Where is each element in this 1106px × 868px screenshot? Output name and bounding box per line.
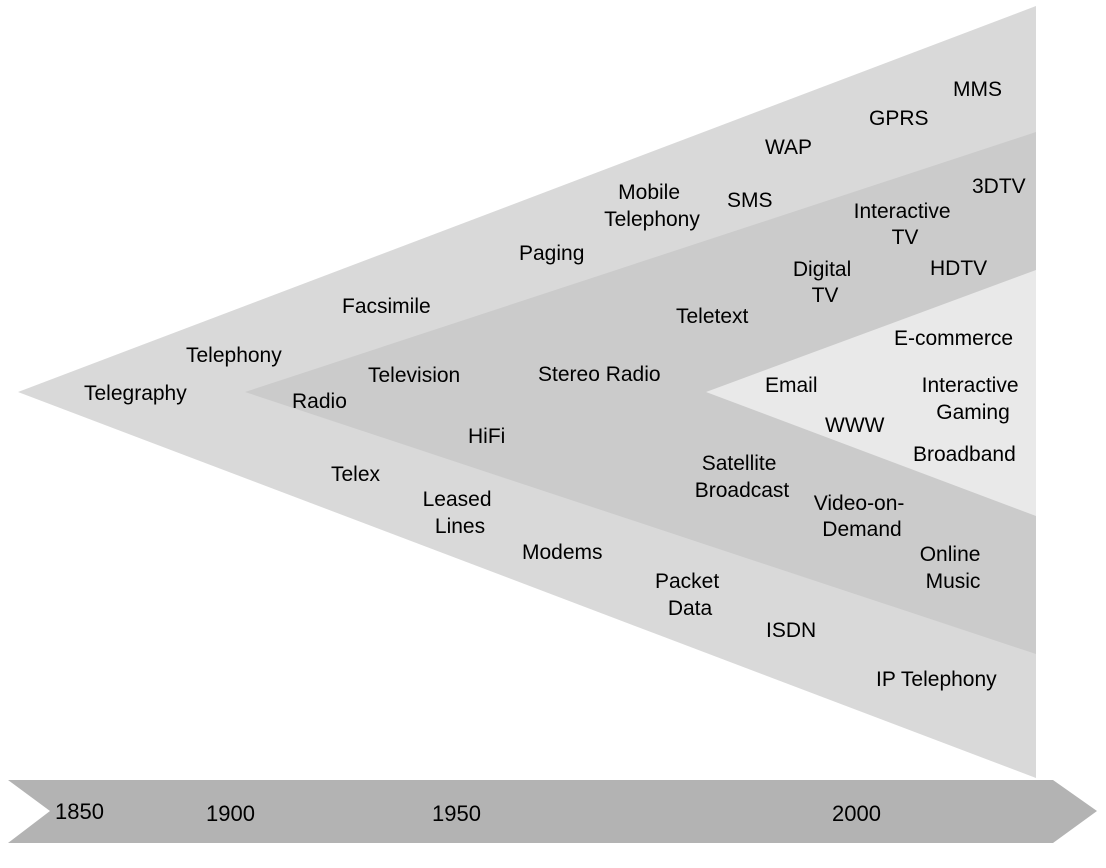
label-telephony: Telephony xyxy=(186,344,282,367)
label-gprs: GPRS xyxy=(869,107,929,130)
label-interactive-gaming: Interactive Gaming xyxy=(922,374,1025,424)
label-hifi: HiFi xyxy=(468,425,505,448)
label-packet-data: Packet Data xyxy=(655,570,725,620)
label-isdn: ISDN xyxy=(766,619,816,642)
label-satellite-broadcast: Satellite Broadcast xyxy=(695,452,790,502)
label-ip-telephony: IP Telephony xyxy=(876,668,997,691)
label-teletext: Teletext xyxy=(676,305,749,328)
label-telegraphy: Telegraphy xyxy=(84,382,187,405)
year-label: 1850 xyxy=(55,799,104,824)
label-email: Email xyxy=(765,374,818,397)
label-modems: Modems xyxy=(522,541,603,564)
label-mms: MMS xyxy=(953,78,1002,101)
label-stereo-radio: Stereo Radio xyxy=(538,363,661,386)
label-mobile-telephony: Mobile Telephony xyxy=(604,181,700,231)
label-sms: SMS xyxy=(727,189,773,212)
label-wap: WAP xyxy=(765,136,812,159)
inner-wedge xyxy=(706,270,1036,516)
label-hdtv: HDTV xyxy=(930,257,987,280)
label-telex: Telex xyxy=(331,463,381,486)
label-video-on-demand: Video-on- Demand xyxy=(814,492,911,541)
label-interactive-tv: Interactive TV xyxy=(854,200,957,249)
label-3dtv: 3DTV xyxy=(972,175,1026,198)
year-label: 1900 xyxy=(206,801,255,826)
middle-wedge xyxy=(245,132,1036,654)
timeline-arrow xyxy=(8,780,1097,843)
label-www: WWW xyxy=(825,414,885,437)
label-television: Television xyxy=(368,364,460,387)
label-leased-lines: Leased Lines xyxy=(423,488,498,538)
label-online-music: Online Music xyxy=(920,543,987,593)
label-facsimile: Facsimile xyxy=(342,295,431,318)
label-paging: Paging xyxy=(519,242,584,265)
label-radio: Radio xyxy=(292,390,347,413)
label-ecommerce: E-commerce xyxy=(894,327,1013,350)
year-label: 2000 xyxy=(832,801,881,826)
label-digital-tv: Digital TV xyxy=(793,258,857,307)
year-label: 1950 xyxy=(432,801,481,826)
label-broadband: Broadband xyxy=(913,443,1016,466)
